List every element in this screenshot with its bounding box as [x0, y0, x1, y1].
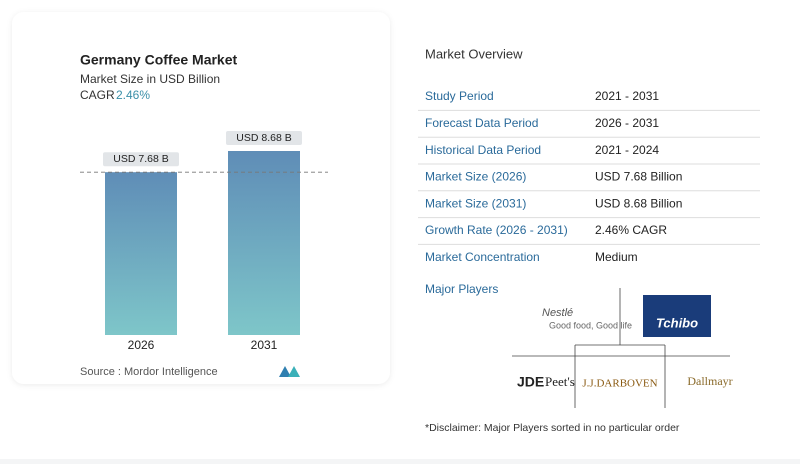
source-logo — [279, 366, 300, 377]
row-label: Market Concentration — [425, 250, 540, 264]
row-value: 2021 - 2024 — [595, 143, 659, 157]
row-label: Forecast Data Period — [425, 116, 538, 130]
cagr-label: CAGR — [80, 88, 115, 102]
row-value: 2021 - 2031 — [595, 89, 659, 103]
value-label: USD 7.68 B — [113, 153, 168, 165]
player: J.J.DARBOVEN — [582, 378, 657, 390]
player: JDE — [517, 374, 544, 390]
row-value: Medium — [595, 250, 638, 264]
disclaimer: *Disclaimer: Major Players sorted in no … — [425, 422, 680, 434]
player: Peet's — [545, 374, 575, 389]
row-label: Growth Rate (2026 - 2031) — [425, 223, 568, 237]
x-tick-label: 2026 — [128, 338, 155, 352]
players-label: Major Players — [425, 282, 498, 296]
source: Source : Mordor Intelligence — [80, 366, 218, 378]
row-value: USD 7.68 Billion — [595, 170, 682, 184]
row-label: Historical Data Period — [425, 143, 541, 157]
value-label-bg — [226, 131, 302, 145]
row-value: USD 8.68 Billion — [595, 196, 682, 210]
value-label: USD 8.68 B — [236, 132, 291, 144]
row-label: Study Period — [425, 89, 494, 103]
x-tick-label: 2031 — [251, 338, 278, 352]
player: Nestlé — [542, 307, 573, 319]
players-grid — [512, 288, 730, 408]
player: Dallmayr — [687, 374, 732, 388]
chart-subtitle: Market Size in USD Billion — [80, 72, 220, 86]
cagr-value: 2.46% — [116, 88, 150, 102]
value-label-bg — [103, 152, 179, 167]
row-label: Market Size (2031) — [425, 196, 526, 210]
row-value: 2.46% CAGR — [595, 223, 667, 237]
chart-card — [12, 12, 390, 384]
player: Good food, Good life — [549, 320, 632, 330]
bar — [228, 151, 300, 335]
bar — [105, 172, 177, 335]
overview-title: Market Overview — [425, 46, 523, 61]
player: Tchibo — [656, 315, 698, 330]
tchibo-logo-bg — [643, 295, 711, 337]
chart-title: Germany Coffee Market — [80, 52, 238, 68]
row-label: Market Size (2026) — [425, 170, 526, 184]
row-value: 2026 - 2031 — [595, 116, 659, 130]
